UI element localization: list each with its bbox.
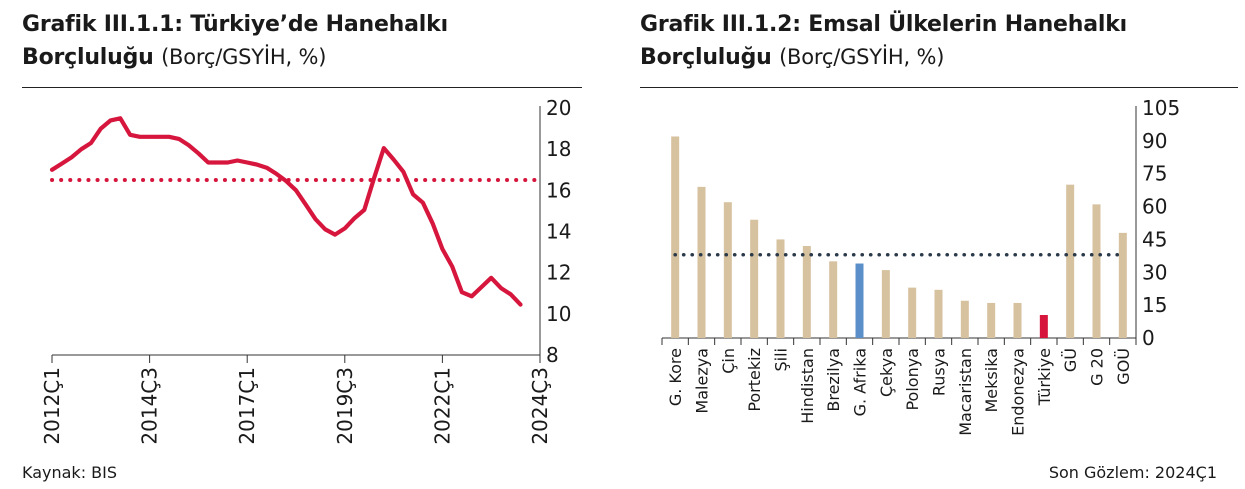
bar-y-tick-label: 75 bbox=[1142, 162, 1167, 186]
line-x-tick-label: 2022Ç1 bbox=[430, 367, 454, 445]
bar-3 bbox=[723, 202, 732, 338]
line-x-tick-label: 2024Ç3 bbox=[528, 367, 552, 445]
bar-category-label: Polonya bbox=[903, 348, 922, 411]
bar-category-label: GÜ bbox=[1061, 348, 1080, 372]
line-x-tick-label: 2014Ç3 bbox=[138, 367, 162, 445]
right-chart-header: Grafik III.1.2: Emsal Ülkelerin Hanehalk… bbox=[640, 0, 1240, 74]
left-title-line1: Grafik III.1.1: Türkiye’de Hanehalkı bbox=[22, 12, 448, 37]
bar-y-tick-label: 105 bbox=[1142, 96, 1180, 120]
bar-4 bbox=[750, 219, 759, 338]
line-y-tick-label: 18 bbox=[546, 137, 571, 161]
bar-y-tick-label: 30 bbox=[1142, 260, 1167, 284]
bar-category-label: Türkiye bbox=[1035, 348, 1054, 406]
bar-10 bbox=[908, 287, 917, 338]
household-debt-line-chart: 8 10 12 14 16 18 20 2012Ç1 2014Ç3 2017Ç1 2019Ç3 202… bbox=[40, 96, 571, 445]
right-title-line1: Grafik III.1.2: Emsal Ülkelerin Hanehalk… bbox=[640, 12, 1127, 37]
bar-category-label: Portekiz bbox=[745, 348, 764, 412]
bar-category-label: Brezilya bbox=[824, 348, 843, 412]
left-title-line2: Borçluluğu bbox=[22, 45, 154, 70]
bar-9 bbox=[881, 270, 890, 338]
bar-12 bbox=[960, 300, 969, 338]
bar-11 bbox=[934, 289, 943, 338]
line-x-tick-label: 2012Ç1 bbox=[40, 367, 64, 445]
bar-y-tick-label: 0 bbox=[1142, 326, 1155, 350]
bar-category-label: Şili bbox=[772, 348, 791, 372]
bar-category-label: G 20 bbox=[1088, 348, 1107, 386]
line-y-tick-label: 16 bbox=[546, 178, 571, 202]
bar-y-tick-label: 45 bbox=[1142, 227, 1167, 251]
bar-2 bbox=[697, 186, 706, 338]
source-note: Kaynak: BIS bbox=[22, 463, 118, 482]
line-y-tick-label: 20 bbox=[546, 96, 571, 120]
line-series-household-debt bbox=[49, 116, 523, 307]
right-title-unit: (Borç/GSYİH, %) bbox=[779, 45, 945, 69]
right-title-rule bbox=[640, 87, 1238, 88]
bar-17 bbox=[1092, 204, 1101, 338]
peer-countries-bar-chart: 0 15 30 45 60 75 90 105 G. Kore Malezya Çin Porteki… bbox=[661, 96, 1180, 436]
right-title-line2: Borçluluğu bbox=[640, 45, 772, 70]
line-y-tick-label: 8 bbox=[546, 343, 559, 367]
bar-category-label: GOÜ bbox=[1114, 348, 1133, 385]
bar-category-label: Malezya bbox=[693, 348, 712, 414]
bar-5 bbox=[776, 239, 785, 338]
bar-18 bbox=[1118, 232, 1127, 338]
bar-category-label: Macaristan bbox=[956, 348, 975, 436]
line-x-tick-label: 2019Ç3 bbox=[333, 367, 357, 445]
bar-category-label: G. Kore bbox=[666, 348, 685, 406]
bar-1 bbox=[671, 136, 680, 338]
bar-16 bbox=[1066, 184, 1075, 338]
line-x-tick-label: 2017Ç1 bbox=[235, 367, 259, 445]
left-title-rule bbox=[22, 87, 582, 88]
bar-category-label: Çin bbox=[719, 348, 738, 374]
bar-category-label: G. Afrika bbox=[851, 348, 870, 416]
right-chart-title: Grafik III.1.2: Emsal Ülkelerin Hanehalk… bbox=[640, 0, 1240, 74]
left-chart-title: Grafik III.1.1: Türkiye’de Hanehalkı Bor… bbox=[22, 0, 582, 74]
bar-8 bbox=[855, 263, 864, 338]
bar-15 bbox=[1039, 315, 1048, 338]
left-chart-header: Grafik III.1.1: Türkiye’de Hanehalkı Bor… bbox=[22, 0, 582, 74]
bar-category-label: Çekya bbox=[877, 348, 896, 397]
bar-y-tick-label: 60 bbox=[1142, 195, 1167, 219]
bar-category-label: Hindistan bbox=[798, 348, 817, 424]
bar-y-tick-label: 15 bbox=[1142, 293, 1167, 317]
bar-6 bbox=[802, 246, 811, 338]
bar-category-label: Rusya bbox=[930, 348, 949, 396]
line-y-tick-label: 14 bbox=[546, 220, 571, 244]
bar-category-label: Meksika bbox=[982, 348, 1001, 412]
bar-13 bbox=[987, 302, 996, 338]
bar-y-tick-label: 90 bbox=[1142, 129, 1167, 153]
line-y-tick-label: 10 bbox=[546, 302, 571, 326]
last-observation-note: Son Gözlem: 2024Ç1 bbox=[1048, 463, 1217, 482]
bar-14 bbox=[1013, 302, 1022, 338]
left-title-unit: (Borç/GSYİH, %) bbox=[161, 45, 327, 69]
bar-category-label: Endonezya bbox=[1009, 348, 1028, 436]
bar-7 bbox=[829, 261, 838, 338]
line-y-tick-label: 12 bbox=[546, 261, 571, 285]
